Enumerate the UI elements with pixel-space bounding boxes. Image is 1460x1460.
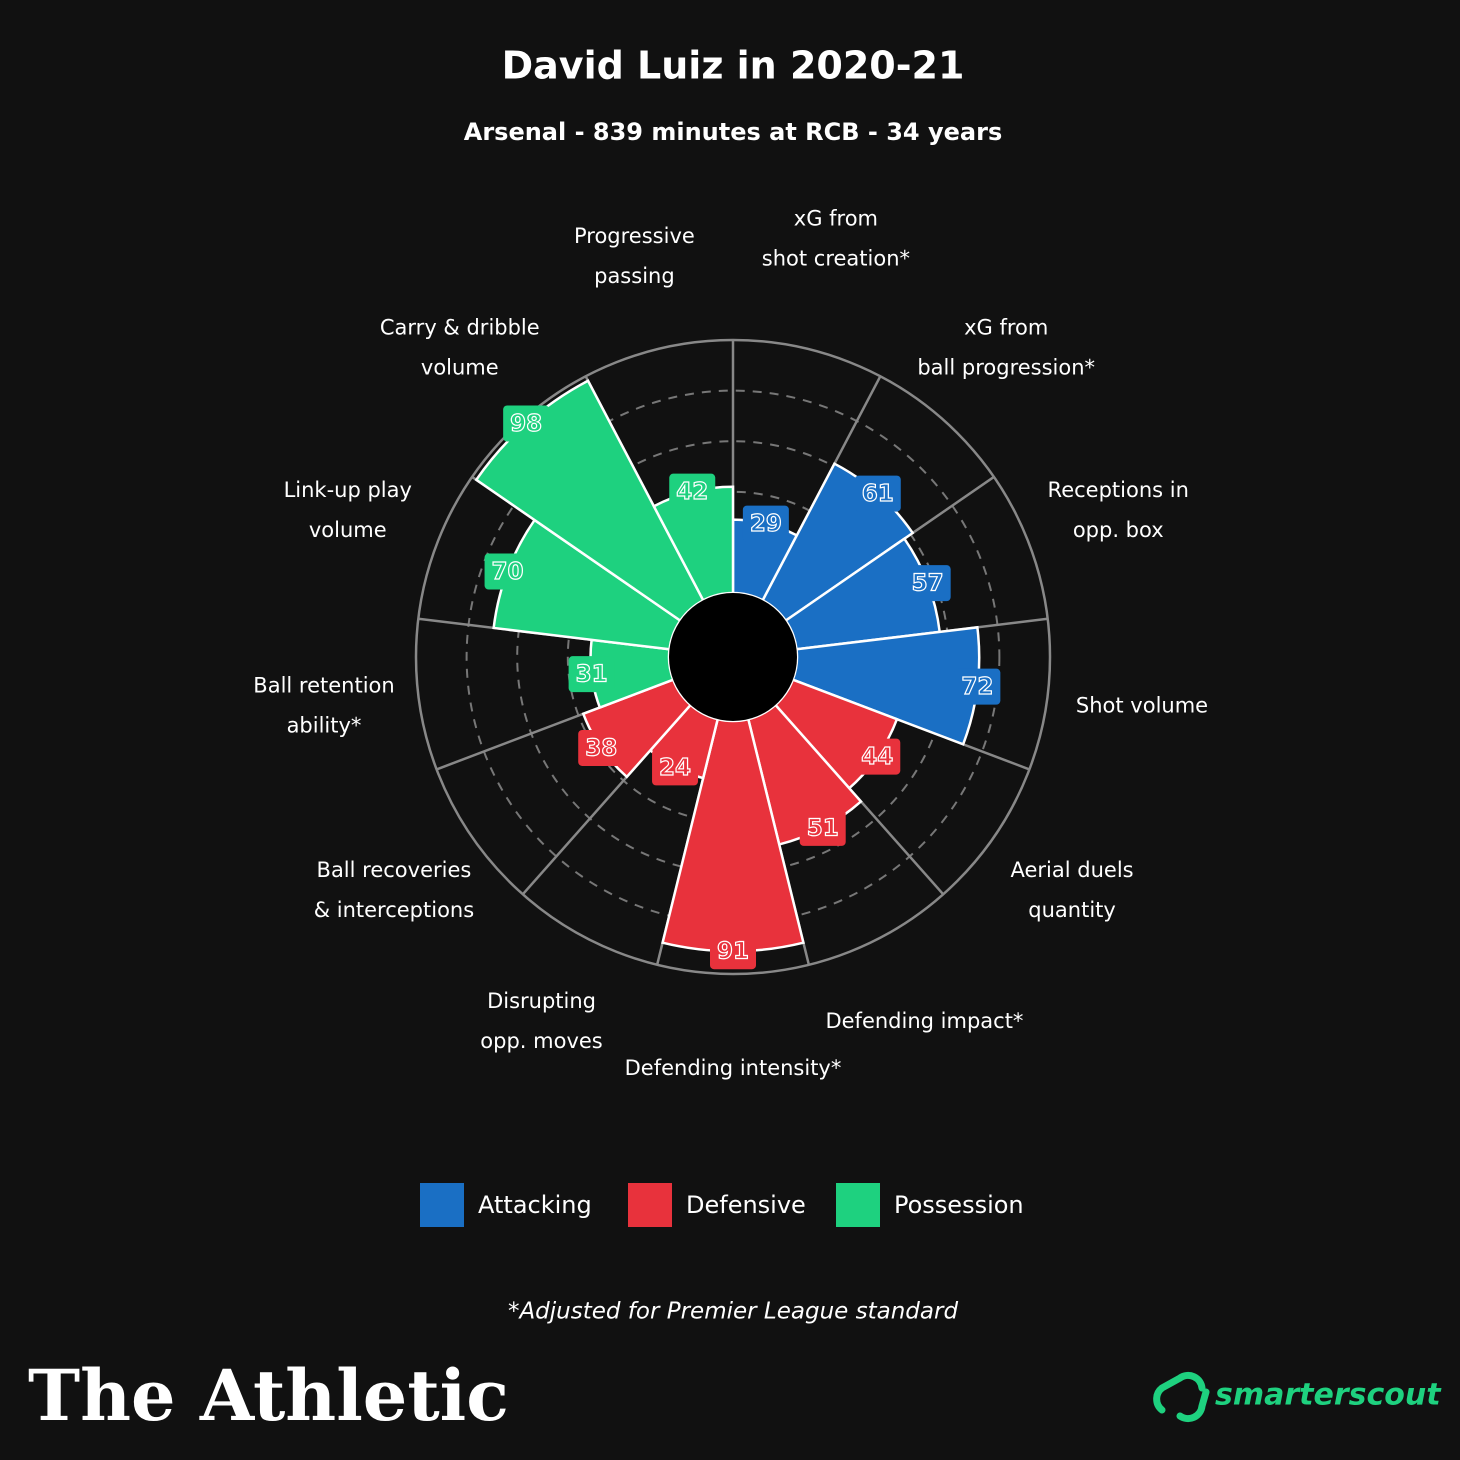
category-label: volume [421,356,499,380]
value-label: 72 [961,674,993,700]
legend-swatch [836,1183,880,1227]
value-label: 38 [585,735,617,761]
value-label-box [799,809,846,846]
category-label: shot creation* [762,246,910,270]
category-label: opp. moves [480,1029,602,1053]
value-label: 57 [912,571,944,597]
publisher-logo: The Athletic [28,1354,509,1437]
value-label: 31 [576,662,608,688]
value-label: 61 [862,481,894,507]
value-label: 42 [676,479,708,505]
value-label-box [652,749,699,786]
value-label-box [578,729,625,766]
legend-label: Defensive [686,1191,806,1219]
category-label: Link-up play [284,478,412,502]
value-label: 91 [717,939,749,965]
legend-label: Attacking [478,1191,592,1219]
value-label-box [854,738,901,775]
category-label: xG from [964,316,1048,340]
category-label: ability* [287,714,362,738]
value-label-box [854,475,901,512]
category-label: Shot volume [1076,694,1208,718]
category-label: Aerial duels [1011,858,1134,882]
category-label: Disrupting [487,989,596,1013]
value-label: 29 [750,511,782,537]
category-label: Defending impact* [825,1009,1023,1033]
category-label: Receptions in [1048,478,1189,502]
value-label-box [484,553,531,590]
category-label: Defending intensity* [625,1056,842,1080]
category-label: quantity [1028,898,1116,922]
chart-title: David Luiz in 2020-21 [502,44,965,88]
value-label-box [954,668,1001,705]
value-label: 51 [807,815,839,841]
legend-swatch [420,1183,464,1227]
legend-label: Possession [894,1191,1024,1219]
value-label-box [568,656,615,693]
value-label-box [904,565,951,602]
category-label: xG from [794,206,878,230]
value-label-box [503,405,550,442]
source-logo: smarterscout [1215,1378,1442,1413]
category-label: volume [309,518,387,542]
value-label-box [669,473,716,510]
category-label: opp. box [1073,518,1164,542]
category-label: Ball recoveries [317,858,472,882]
value-label: 98 [510,411,542,437]
category-label: Carry & dribble [380,316,540,340]
value-label: 44 [861,744,893,770]
grid-ring [465,389,1001,925]
value-label-box [742,505,789,542]
source-icon [1153,1371,1210,1423]
footnote: *Adjusted for Premier League standard [508,1299,959,1325]
category-label: Progressive [574,224,695,248]
category-label: Ball retention [253,674,394,698]
center-hole [669,593,797,721]
value-label: 24 [659,755,691,781]
legend-swatch [628,1183,672,1227]
category-label: passing [594,264,675,288]
category-label: & interceptions [314,898,474,922]
chart-subtitle: Arsenal - 839 minutes at RCB - 34 years [464,118,1002,146]
category-label: ball progression* [917,356,1095,380]
value-label-box [710,933,756,970]
value-label: 70 [492,559,524,585]
